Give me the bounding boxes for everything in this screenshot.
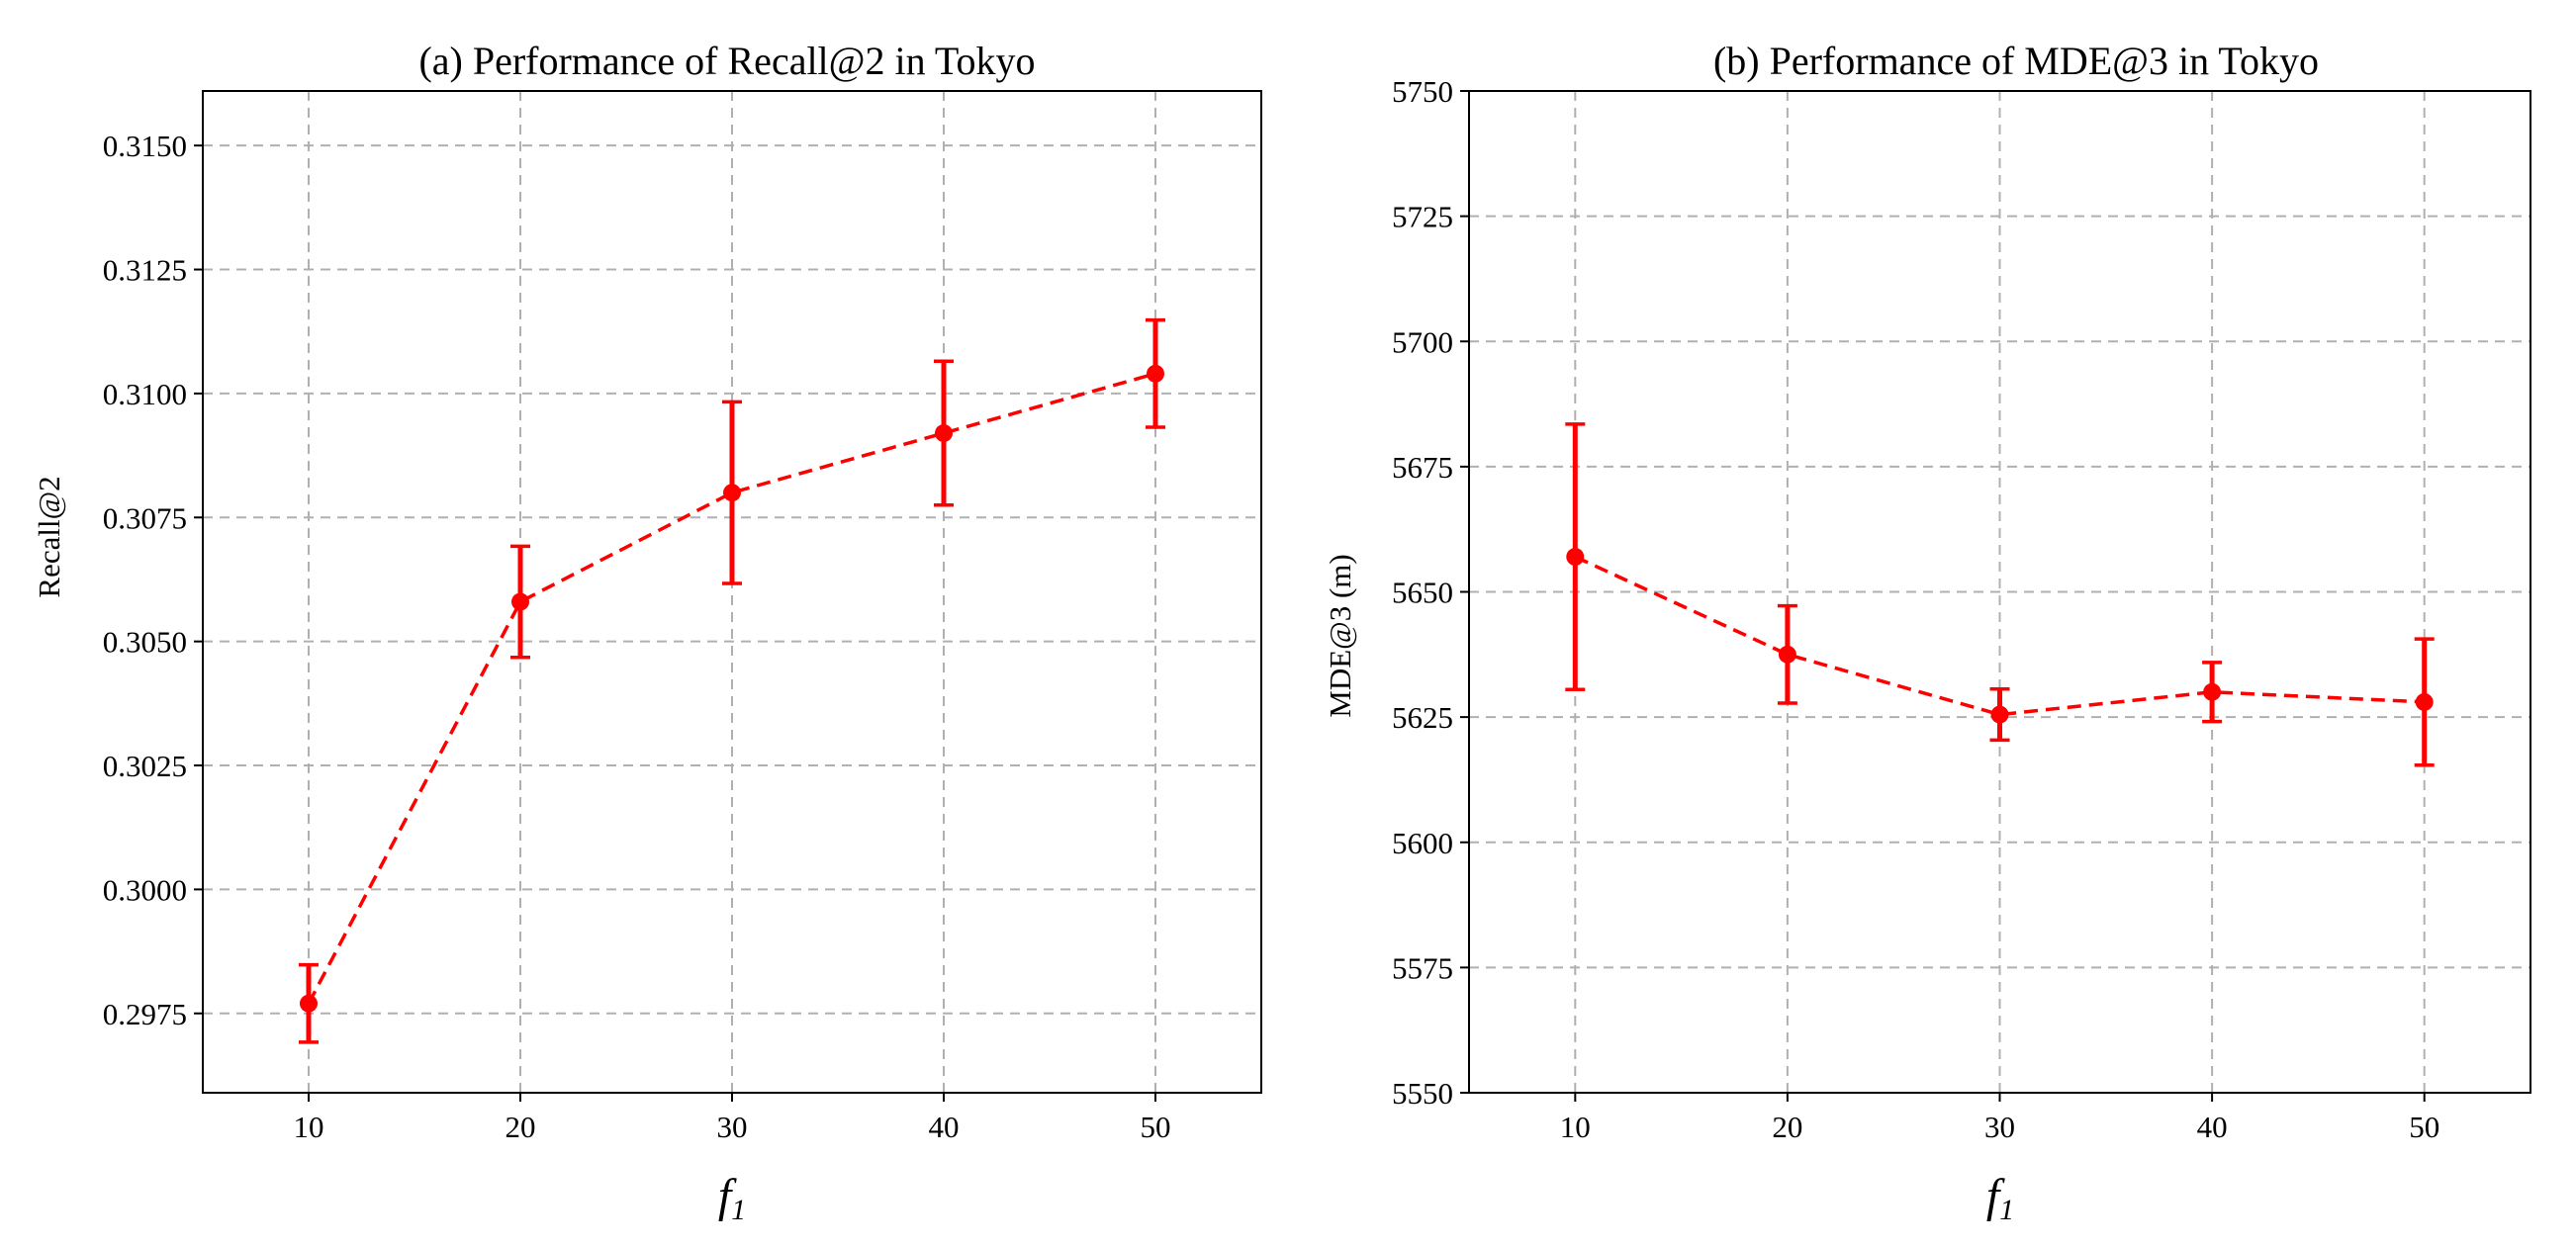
series-recall [299, 317, 1165, 1044]
x-tick-label: 50 [1141, 1110, 1171, 1144]
y-tick-label: 0.3150 [103, 129, 187, 163]
x-axis-label: f1 [718, 1170, 746, 1226]
y-tick-label: 5750 [1392, 74, 1453, 109]
subplot-mde: (b) Performance of MDE@3 in Tokyo 10 20 30… [1323, 39, 2531, 1226]
data-point [2203, 682, 2222, 701]
y-tick-label: 0.2975 [103, 997, 187, 1031]
x-tick-label: 20 [1772, 1110, 1802, 1144]
data-point [1566, 548, 1585, 567]
series-line [307, 372, 1156, 1005]
y-tick-label: 5625 [1392, 700, 1453, 735]
x-axis-label-subscript: 1 [1999, 1194, 2014, 1226]
y-axis: 0.2975 0.3000 0.3025 0.3050 0.3075 0.3100 0.31… [103, 129, 203, 1031]
grid [203, 91, 1261, 1093]
x-axis-label-subscript: 1 [731, 1194, 746, 1226]
series-mde [1565, 422, 2435, 767]
x-tick-label: 40 [2197, 1110, 2228, 1144]
x-tick-label: 10 [294, 1110, 324, 1144]
y-axis-label: MDE@3 (m) [1323, 554, 1357, 717]
plot-frame [202, 90, 1262, 1094]
y-axis-label: Recall@2 [32, 476, 66, 597]
data-point [1147, 364, 1164, 383]
data-point [723, 484, 741, 502]
subplot-recall: (a) Performance of Recall@2 in Tokyo 10 2… [32, 39, 1262, 1226]
chart-title: (b) Performance of MDE@3 in Tokyo [1713, 39, 2319, 83]
y-tick-label: 5600 [1392, 826, 1453, 860]
y-tick-label: 5725 [1392, 200, 1453, 234]
data-point [300, 994, 318, 1013]
data-point [511, 592, 529, 611]
x-axis: 10 20 30 40 50 [294, 1093, 1171, 1144]
x-tick-label: 30 [717, 1110, 748, 1144]
x-axis-label: f1 [1986, 1170, 2014, 1226]
y-axis: 5550 5575 5600 5625 5650 5675 5700 5725 5750 [1392, 74, 1469, 1111]
y-tick-label: 5550 [1392, 1076, 1453, 1111]
data-point [1990, 705, 2009, 724]
y-tick-label: 0.3125 [103, 253, 187, 288]
grid [1469, 90, 2530, 1094]
x-tick-label: 30 [1984, 1110, 2015, 1144]
y-tick-label: 5650 [1392, 576, 1453, 610]
x-tick-label: 10 [1560, 1110, 1591, 1144]
x-tick-label: 50 [2409, 1110, 2439, 1144]
y-tick-label: 0.3075 [103, 500, 187, 535]
data-point [935, 424, 953, 443]
y-tick-label: 5700 [1392, 324, 1453, 359]
y-tick-label: 0.3025 [103, 749, 187, 783]
x-tick-label: 20 [506, 1110, 536, 1144]
y-tick-label: 0.3000 [103, 872, 187, 907]
y-tick-label: 5575 [1392, 950, 1453, 985]
data-point [2415, 692, 2434, 711]
series-line [1574, 555, 2425, 717]
x-axis: 10 20 30 40 50 [1560, 1093, 2439, 1144]
y-tick-label: 0.3100 [103, 377, 187, 411]
data-point [1778, 645, 1796, 664]
chart-title: (a) Performance of Recall@2 in Tokyo [418, 39, 1035, 83]
x-tick-label: 40 [929, 1110, 960, 1144]
y-tick-label: 0.3050 [103, 625, 187, 660]
y-tick-label: 5675 [1392, 450, 1453, 485]
